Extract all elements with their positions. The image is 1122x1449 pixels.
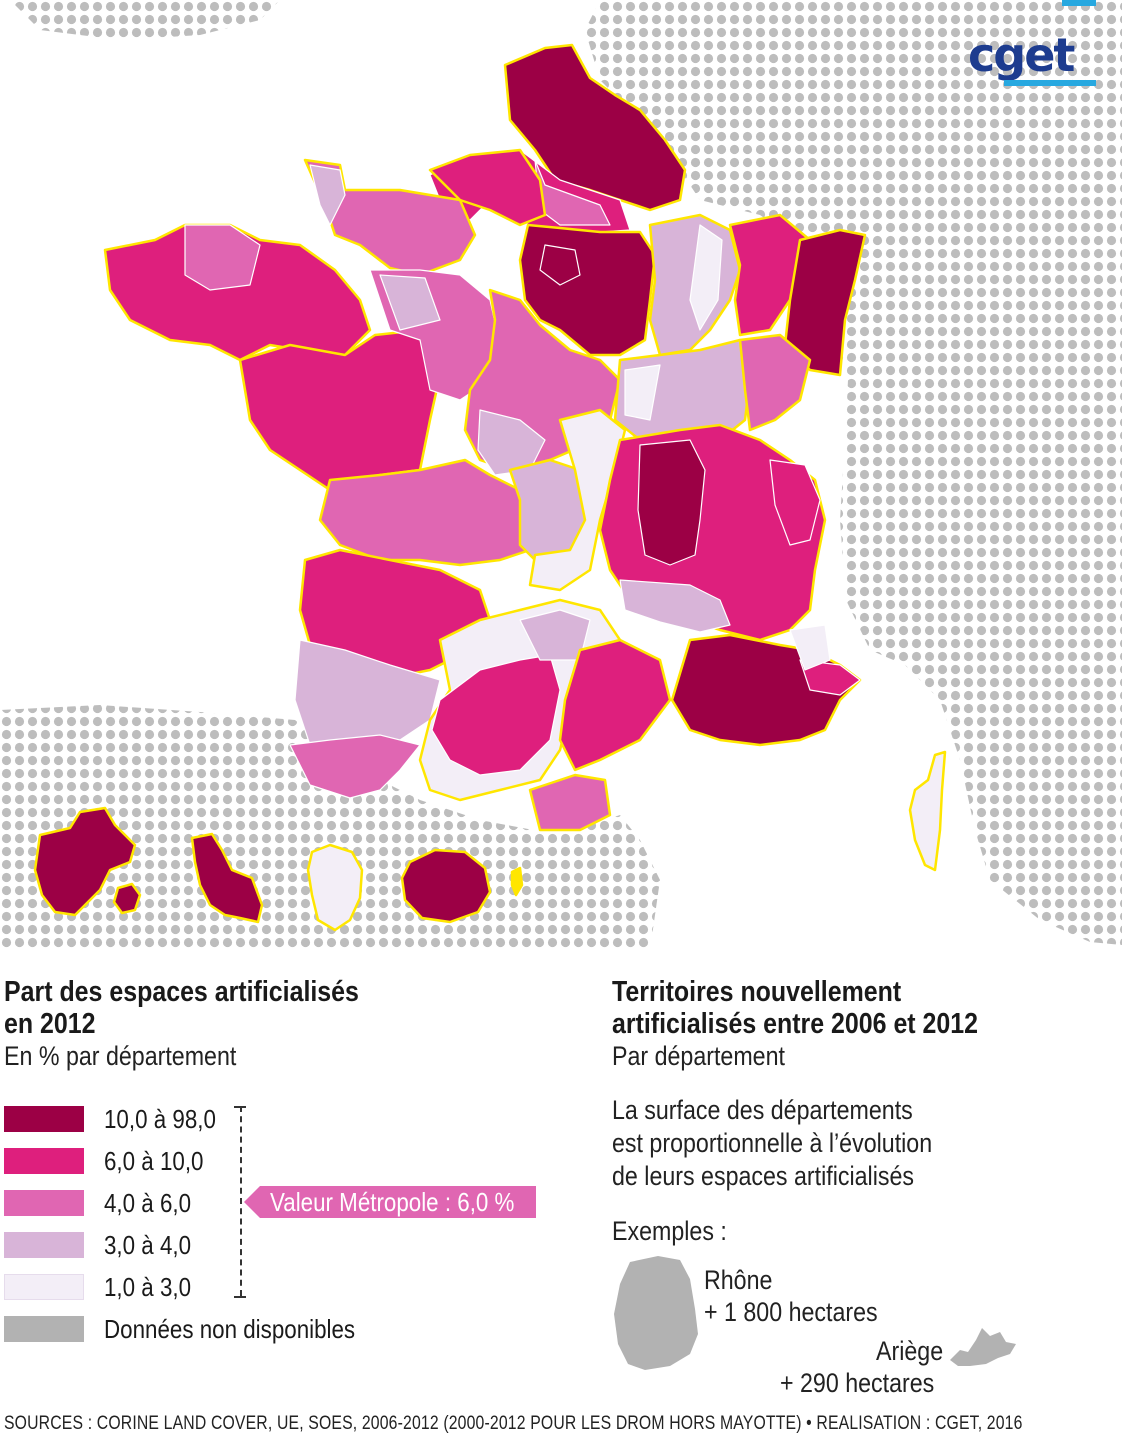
legend-label: 1,0 à 3,0 <box>104 1272 192 1302</box>
legend-right-description-1: La surface des départements <box>612 1095 913 1125</box>
legend-swatch <box>4 1148 84 1174</box>
rhone-department <box>637 439 706 566</box>
cartogram-map <box>0 0 1122 950</box>
metropole-cartogram <box>103 43 947 872</box>
legend-right-title-line1: Territoires nouvellement <box>612 976 902 1008</box>
legend-right-subtitle: Par département <box>612 1041 785 1071</box>
mayotte-shape <box>510 866 524 897</box>
cget-logo: cget <box>968 24 1096 88</box>
legend-label: 3,0 à 4,0 <box>104 1230 192 1260</box>
guadeloupe-islet-shape <box>112 882 142 915</box>
legend-swatch <box>4 1190 84 1216</box>
example-rhone-name: Rhône <box>704 1265 773 1295</box>
guadeloupe-shape <box>33 806 137 917</box>
legend-right-description-2: est proportionnelle à l’évolution <box>612 1128 933 1158</box>
legend-swatch <box>4 1316 84 1342</box>
examples-label: Exemples : <box>612 1216 727 1246</box>
region-auvergne <box>528 408 627 592</box>
sources-footer: SOURCES : CORINE LAND COVER, UE, SOES, 2… <box>4 1413 1023 1434</box>
legend-label: 6,0 à 10,0 <box>104 1146 204 1176</box>
legend-swatch <box>4 1106 84 1132</box>
region-nord <box>503 43 687 212</box>
region-lorraine <box>728 213 812 337</box>
region-franche-comte <box>738 333 812 432</box>
legend-left-title-line2: en 2012 <box>4 1008 96 1040</box>
legend-left-subtitle: En % par département <box>4 1041 237 1071</box>
logo-underline <box>1004 80 1096 86</box>
drom-territories <box>33 806 524 932</box>
rhone-example-shape <box>614 1256 698 1370</box>
region-basse-normandie <box>303 158 477 277</box>
legend-swatch <box>4 1274 84 1300</box>
legend-label: 4,0 à 6,0 <box>104 1188 192 1218</box>
neighbor-countries <box>0 0 1122 950</box>
example-ariege-name: Ariège <box>876 1336 944 1366</box>
example-ariege-value: + 290 hectares <box>780 1368 935 1398</box>
legend-swatch <box>4 1232 84 1258</box>
region-haute-normandie <box>428 148 547 227</box>
legend-label: 10,0 à 98,0 <box>104 1104 216 1134</box>
region-languedoc <box>558 638 672 772</box>
metro-tag-shape <box>244 1186 536 1218</box>
range-bracket-cap-top <box>234 1106 246 1108</box>
legend-right-description-3: de leurs espaces artificialisés <box>612 1161 915 1191</box>
region-alsace <box>783 228 867 377</box>
region-corse <box>908 750 947 872</box>
ariege-example-shape <box>950 1328 1016 1366</box>
range-bracket <box>240 1106 242 1296</box>
guyane-shape <box>306 843 364 932</box>
region-pays-de-la-loire <box>238 328 442 492</box>
metro-value-label: Valeur Métropole : 6,0 % <box>270 1187 515 1217</box>
logo-accent-bar <box>1062 0 1096 6</box>
example-rhone-value: + 1 800 hectares <box>704 1297 878 1327</box>
martinique-shape <box>190 832 264 924</box>
reunion-shape <box>400 848 492 924</box>
logo-text: cget <box>968 28 1075 82</box>
range-bracket-cap-bottom <box>234 1296 246 1298</box>
legend-left-title-line1: Part des espaces artificialisés <box>4 976 359 1008</box>
legend-right-title-line2: artificialisés entre 2006 et 2012 <box>612 1008 979 1040</box>
legend-label: Données non disponibles <box>104 1314 356 1344</box>
